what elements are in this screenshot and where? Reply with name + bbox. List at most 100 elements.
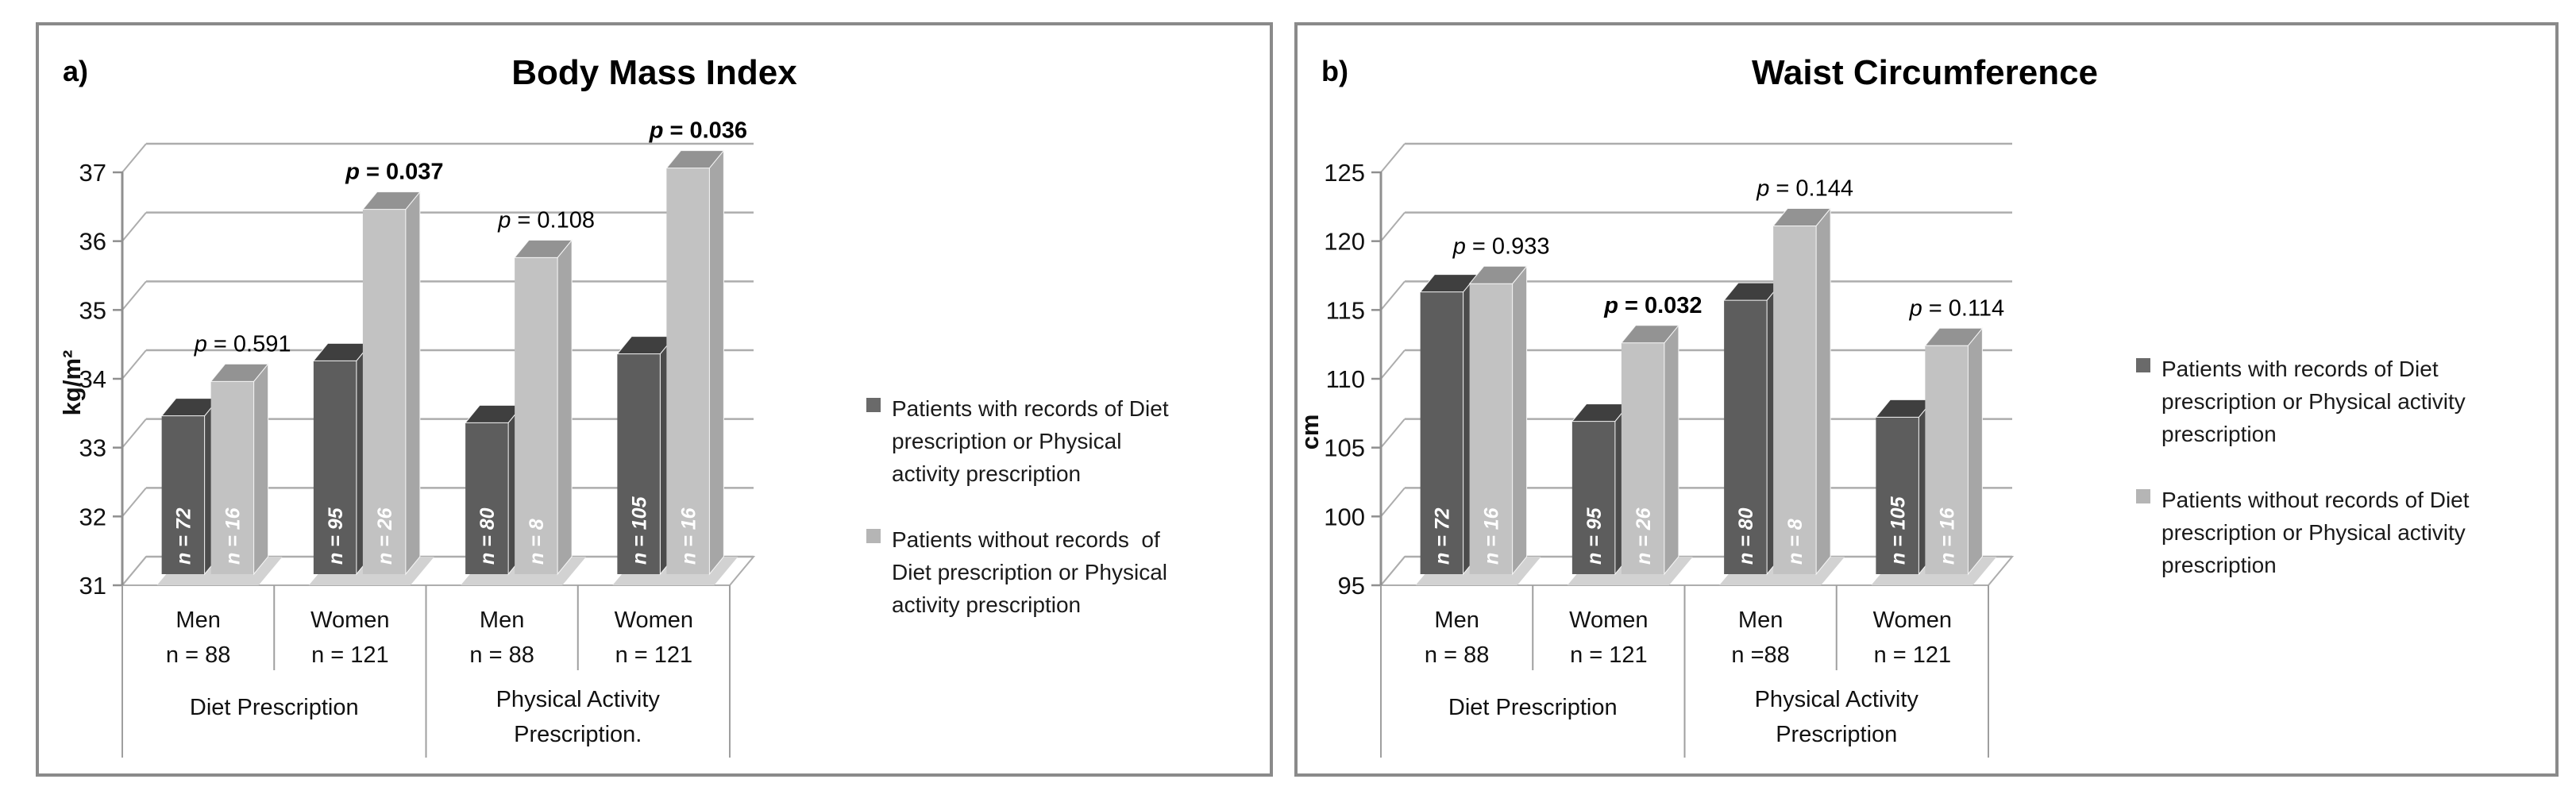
group-label: Prescription — [1776, 722, 1897, 747]
group-label: Diet Prescription — [1448, 695, 1618, 720]
y-tick-label: 110 — [1326, 365, 1365, 393]
y-tick-label: 115 — [1326, 296, 1365, 324]
chart-panel-a: 31 32 33 34 35 36 37 kg/m² n = 72 n = 16 p = 0.591… — [36, 22, 1273, 777]
gridline-connector — [121, 487, 147, 517]
legend-text: Patients with records of Diet prescriptio… — [2161, 353, 2466, 450]
group-label: Diet Prescription — [190, 695, 359, 720]
y-tick-label: 95 — [1338, 572, 1365, 600]
legend-text-line: prescription or Physical activity — [2161, 389, 2466, 414]
y-tick-label: 34 — [79, 365, 106, 393]
bar-with-records — [313, 361, 357, 574]
bar-with-records — [161, 415, 205, 574]
y-tick-label: 35 — [79, 296, 106, 324]
bar-without-records — [1621, 342, 1664, 574]
legend-swatch-icon — [866, 529, 881, 543]
bar-side-face — [1664, 324, 1679, 576]
gridline-connector — [1380, 280, 1406, 310]
legend-item: Patients without records of Diet prescrip… — [866, 523, 1169, 621]
category-label: n =88 — [1731, 642, 1789, 668]
bar-top-face — [1924, 327, 1984, 346]
bar-top-face — [210, 363, 269, 382]
legend-text-line: activity prescription — [892, 461, 1082, 486]
bar-top-face — [514, 239, 573, 258]
y-tick-label: 125 — [1324, 159, 1365, 187]
bar-without-records — [515, 257, 558, 574]
bar-n-label: n = 16 — [677, 507, 700, 565]
legend-item: Patients with records of Diet prescriptio… — [2136, 353, 2470, 450]
p-value-label: p = 0.032 — [1603, 293, 1702, 318]
bar-top-face — [1468, 265, 1528, 284]
bar-top-face — [1620, 325, 1679, 344]
bar-n-label: n = 95 — [1583, 507, 1606, 565]
legend-item: Patients with records of Diet prescriptio… — [866, 392, 1169, 490]
legend-text-line: prescription — [2161, 422, 2277, 446]
chart-svg: 95 100 105 110 115 120 125 cm n = 72 n = 16 p = 0.… — [1298, 53, 2098, 758]
category-label: Women — [615, 608, 693, 633]
category-label: n = 121 — [1570, 642, 1648, 668]
bar-with-records — [1876, 417, 1919, 574]
bar-n-label: n = 26 — [1633, 507, 1655, 565]
y-tick-label: 32 — [79, 503, 106, 530]
category-label: Women — [310, 608, 389, 633]
chart-title: Waist Circumference — [1752, 53, 2098, 92]
legend-text-line: Patients with records of Diet — [892, 396, 1169, 421]
legend-text-line: prescription or Physical — [892, 429, 1122, 453]
category-label: Men — [1434, 608, 1479, 633]
category-label: Men — [175, 608, 220, 633]
bar-without-records — [210, 381, 254, 574]
p-value-label: p = 0.144 — [1756, 176, 1853, 201]
legend-text-line: Patients without records of Diet — [2161, 488, 2470, 512]
bar-without-records — [1773, 226, 1817, 574]
gridline-connector — [1380, 143, 1406, 173]
legend-text: Patients without records of Diet prescrip… — [2161, 484, 2470, 581]
bar-side-face — [708, 149, 724, 576]
bar-with-records — [1724, 300, 1768, 574]
bar-top-face — [665, 150, 725, 169]
bar-without-records — [1925, 345, 1969, 574]
panel-letter: a) — [63, 55, 88, 87]
category-label: n = 88 — [1425, 642, 1489, 668]
legend-text-line: Patients without records of — [892, 527, 1160, 552]
bar-with-records — [465, 422, 509, 574]
legend-text: Patients without records of Diet prescrip… — [892, 523, 1167, 621]
gridline-connector — [1380, 212, 1406, 242]
bar-side-face — [1815, 207, 1831, 576]
category-label: n = 121 — [1874, 642, 1952, 668]
legend-text-line: prescription — [2161, 553, 2277, 577]
gridline-connector — [1380, 556, 1406, 586]
p-value-label: p = 0.036 — [649, 118, 747, 144]
bar-n-label: n = 8 — [526, 519, 548, 565]
group-label: Physical Activity — [496, 687, 661, 712]
bar-n-label: n = 8 — [1784, 519, 1807, 565]
y-tick-label: 33 — [79, 434, 106, 462]
legend-swatch-icon — [2136, 358, 2150, 372]
category-label: n = 121 — [311, 642, 389, 668]
gridline-connector — [121, 143, 147, 173]
y-tick-label: 105 — [1324, 434, 1365, 462]
y-axis-title: cm — [1298, 415, 1324, 450]
bar-side-face — [557, 238, 573, 576]
y-tick-label: 120 — [1324, 228, 1365, 256]
legend-swatch-icon — [866, 398, 881, 412]
bar-top-face — [1772, 207, 1832, 226]
legend-text-line: Patients with records of Diet — [2161, 357, 2439, 381]
legend-text-line: prescription or Physical activity — [2161, 520, 2466, 545]
gridline-connector — [121, 280, 147, 310]
category-label: Women — [1569, 608, 1648, 633]
chart-svg: 31 32 33 34 35 36 37 kg/m² n = 72 n = 16 p = 0.591… — [58, 53, 797, 758]
bar-n-label: n = 72 — [1432, 507, 1454, 565]
category-label: Women — [1873, 608, 1952, 633]
gridline-connector — [121, 418, 147, 449]
legend-text-line: Diet prescription or Physical — [892, 560, 1168, 584]
category-label: Men — [1738, 608, 1783, 633]
p-value-label: p = 0.037 — [345, 160, 443, 185]
p-value-label: p = 0.933 — [1452, 233, 1550, 259]
y-tick-label: 37 — [79, 159, 106, 187]
p-value-label: p = 0.114 — [1909, 295, 2005, 321]
bar-with-records — [1420, 291, 1463, 574]
chart-panel-b: 95 100 105 110 115 120 125 cm n = 72 n = 16 p = 0.… — [1294, 22, 2559, 777]
gridline-connector — [1380, 487, 1406, 517]
bar-side-face — [1512, 264, 1528, 576]
group-label: Prescription. — [514, 722, 642, 747]
bar-side-face — [405, 191, 421, 576]
